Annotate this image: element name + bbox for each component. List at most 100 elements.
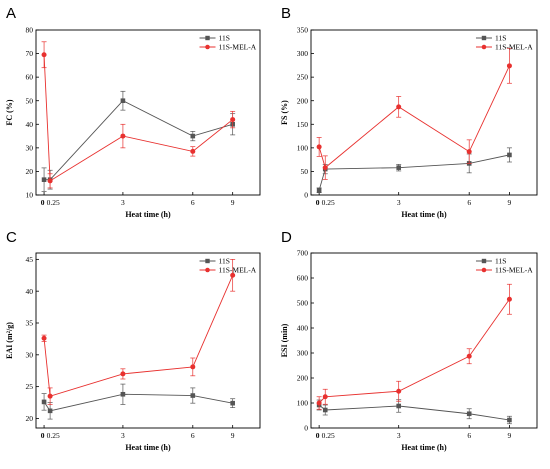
data-point	[396, 388, 402, 394]
data-point	[322, 407, 328, 413]
data-point	[120, 133, 126, 139]
data-point	[322, 394, 328, 400]
y-tick-label: 50	[301, 167, 309, 176]
legend-item: 11S-MEL-A	[199, 266, 257, 275]
legend-label: 11S-MEL-A	[219, 43, 257, 52]
data-point	[316, 400, 322, 406]
data-point	[47, 393, 53, 399]
x-axis-label: Heat time (h)	[125, 443, 171, 452]
data-point	[230, 117, 236, 123]
legend-label: 11S-MEL-A	[219, 266, 257, 275]
series-11s-mel-a	[316, 283, 512, 410]
plot-frame	[310, 252, 538, 429]
y-tick-label: 30	[26, 350, 34, 359]
plot-frame	[35, 29, 261, 196]
legend-marker	[481, 267, 487, 273]
legend-item: 11S	[475, 34, 506, 43]
legend-marker	[481, 258, 487, 264]
y-tick-label: 400	[297, 324, 309, 333]
x-tick-label: 3	[121, 431, 125, 440]
data-point	[120, 371, 126, 377]
y-axis-label: EAI (m²/g)	[5, 322, 14, 359]
legend-item: 11S	[199, 34, 230, 43]
x-tick-label: 9	[231, 431, 235, 440]
y-tick-label: 100	[297, 143, 309, 152]
y-tick-label: 40	[26, 287, 34, 296]
x-tick-label: 9	[508, 198, 512, 207]
legend-label: 11S-MEL-A	[495, 266, 533, 275]
data-point	[322, 165, 328, 171]
x-tick-label: 0	[41, 198, 45, 207]
data-point	[230, 272, 236, 278]
legend-label: 11S	[495, 257, 506, 266]
series-11s	[316, 399, 512, 425]
data-point	[466, 411, 472, 417]
data-point	[190, 148, 196, 154]
legend-marker	[481, 35, 487, 41]
y-tick-label: 700	[297, 249, 309, 258]
series-line	[318, 65, 510, 169]
y-tick-label: 70	[26, 49, 34, 58]
series-11s	[316, 147, 512, 193]
legend-marker	[205, 44, 210, 50]
y-tick-label: 350	[297, 26, 309, 35]
data-point	[396, 403, 401, 409]
series-11s-mel-a	[41, 41, 236, 189]
data-point	[466, 149, 472, 155]
data-point	[507, 417, 512, 423]
data-point	[47, 408, 53, 414]
y-tick-label: 150	[297, 120, 309, 129]
y-tick-label: 0	[304, 424, 308, 433]
x-tick-label: 6	[191, 431, 195, 440]
data-point	[466, 353, 472, 359]
y-tick-label: 200	[297, 374, 309, 383]
x-axis-label: Heat time (h)	[401, 443, 447, 452]
series-11s	[41, 383, 236, 420]
x-tick-label: 6	[191, 198, 195, 207]
series-line	[44, 100, 233, 181]
series-line	[318, 298, 510, 404]
x-tick-label: 3	[397, 431, 401, 440]
series-line	[318, 404, 510, 421]
panel-label: B	[281, 5, 291, 22]
y-tick-label: 300	[297, 49, 309, 58]
y-tick-label: 60	[26, 73, 34, 82]
data-point	[506, 63, 512, 69]
panel-label: C	[6, 229, 17, 246]
x-tick-label: 0	[41, 431, 45, 440]
data-point	[41, 399, 47, 405]
series-11s-mel-a	[41, 259, 236, 405]
x-tick-label: 6	[467, 431, 471, 440]
legend-marker	[205, 258, 210, 264]
legend-label: 11S	[219, 257, 230, 266]
y-tick-label: 0	[304, 191, 308, 200]
y-tick-label: 250	[297, 73, 309, 82]
legend-label: 11S	[219, 34, 230, 43]
y-tick-label: 500	[297, 299, 309, 308]
y-tick-label: 80	[26, 26, 34, 35]
series-line	[318, 154, 510, 191]
x-tick-label: 6	[467, 198, 471, 207]
data-point	[120, 391, 126, 397]
y-axis-label: ESI (min)	[280, 323, 289, 357]
data-point	[396, 165, 401, 170]
series-line	[43, 275, 234, 397]
legend-item: 11S	[475, 257, 506, 266]
data-point	[41, 52, 47, 58]
plot-frame	[35, 252, 261, 429]
series-11s	[41, 90, 236, 192]
y-tick-label: 50	[26, 96, 34, 105]
chart-panel-C: C 20 25 30 35 40 45 3 6 9 0 0.25 Heat time (h) EAI (m…	[5, 229, 261, 452]
series-11s-mel-a	[316, 48, 512, 180]
x-tick-label: 0.25	[322, 198, 335, 207]
y-tick-label: 20	[26, 167, 34, 176]
data-point	[506, 296, 512, 302]
x-tick-label: 0.25	[322, 431, 335, 440]
x-tick-label: 0	[316, 431, 320, 440]
data-point	[396, 104, 402, 110]
x-tick-label: 0	[316, 198, 320, 207]
y-tick-label: 10	[26, 191, 34, 200]
legend-item: 11S-MEL-A	[475, 43, 533, 52]
